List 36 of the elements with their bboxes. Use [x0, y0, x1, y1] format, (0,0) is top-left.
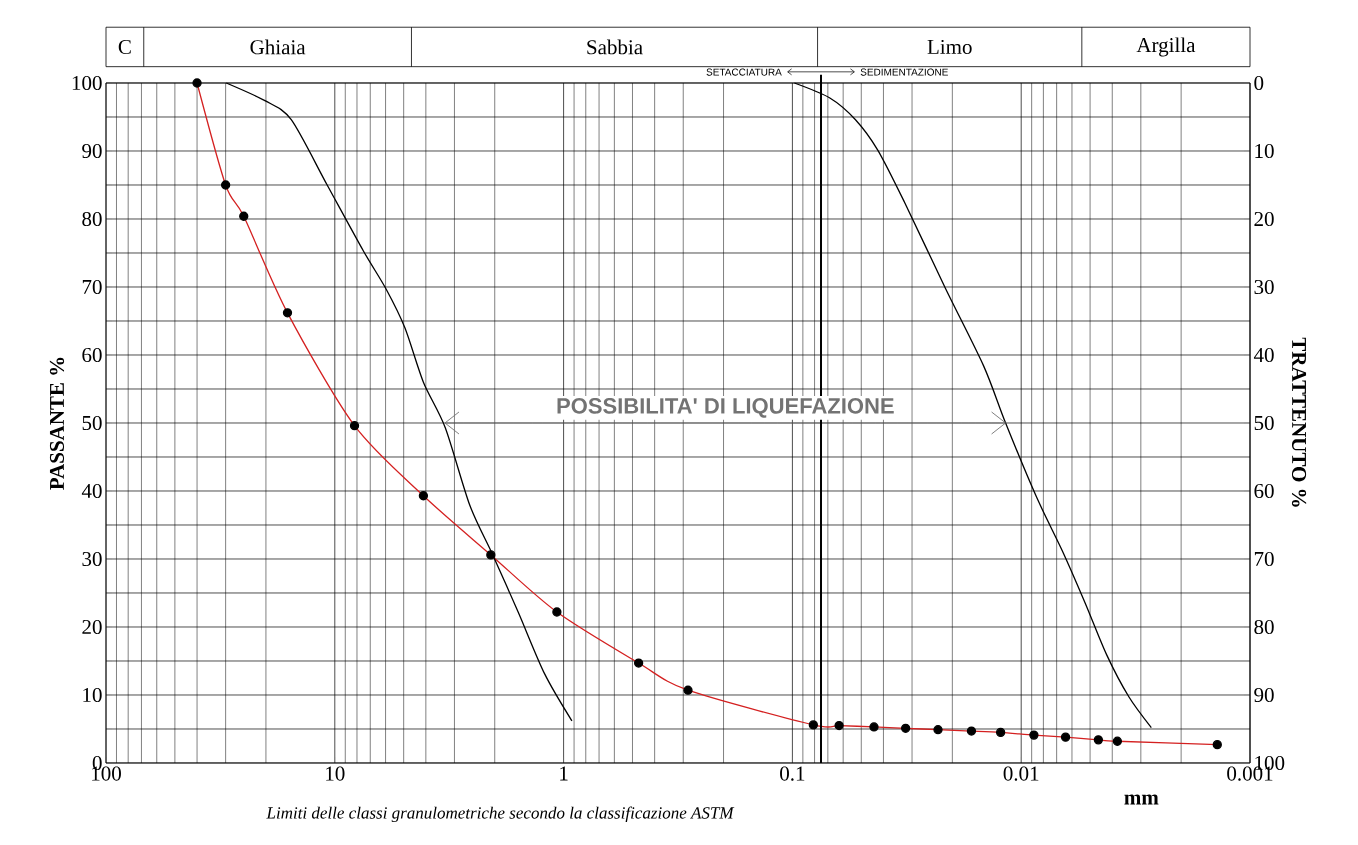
x-tick-label: 0.01: [1003, 766, 1039, 781]
text: Ghiaia: [250, 39, 306, 55]
x-tick-label: 0.1: [780, 766, 805, 781]
y2-axis-title: TRATTENUTO %: [1291, 337, 1307, 507]
y-tick-label: 70: [82, 279, 102, 295]
text: Limiti delle classi granulometriche secondo la classificazione ASTM: [266, 806, 735, 823]
y-tick-label: 100: [72, 75, 102, 91]
y2-tick-label: 10: [1255, 143, 1274, 159]
y-tick-label: 30: [82, 551, 102, 567]
y2-tick-label: 30: [1254, 279, 1274, 295]
x-tick-label: 1: [560, 766, 568, 781]
text: SETACCIATURA: [706, 68, 782, 76]
text: SEDIMENTAZIONE: [860, 68, 948, 76]
y-tick-label: 20: [82, 619, 102, 635]
annotation: POSSIBILITA' DI LIQUEFAZIONE: [557, 398, 894, 418]
y-tick-label: 50: [82, 415, 102, 431]
y2-tick-label: 80: [1254, 619, 1274, 635]
y2-tick-label: 50: [1254, 415, 1274, 431]
y2-tick-label: 90: [1254, 687, 1274, 703]
y-tick-label: 40: [81, 483, 102, 499]
y-tick-label: 90: [82, 143, 102, 159]
y2-tick-label: 70: [1254, 551, 1274, 567]
text: C: [118, 39, 131, 54]
y2-tick-label: 60: [1254, 483, 1274, 499]
x-tick-label: 10: [326, 766, 345, 781]
y2-tick-label: 20: [1254, 211, 1274, 227]
x-axis-title: mm: [1124, 794, 1159, 805]
text: Argilla: [1136, 37, 1196, 57]
text: Limo: [927, 39, 972, 54]
text: Sabbia: [587, 39, 643, 55]
y-tick-label: 80: [82, 211, 102, 227]
y2-tick-label: 40: [1253, 347, 1274, 363]
y2-tick-label: 0: [1254, 75, 1264, 91]
y-axis-title: PASSANTE %: [49, 357, 65, 490]
y-tick-label: 10: [83, 687, 102, 703]
y-tick-label: 60: [82, 347, 102, 363]
